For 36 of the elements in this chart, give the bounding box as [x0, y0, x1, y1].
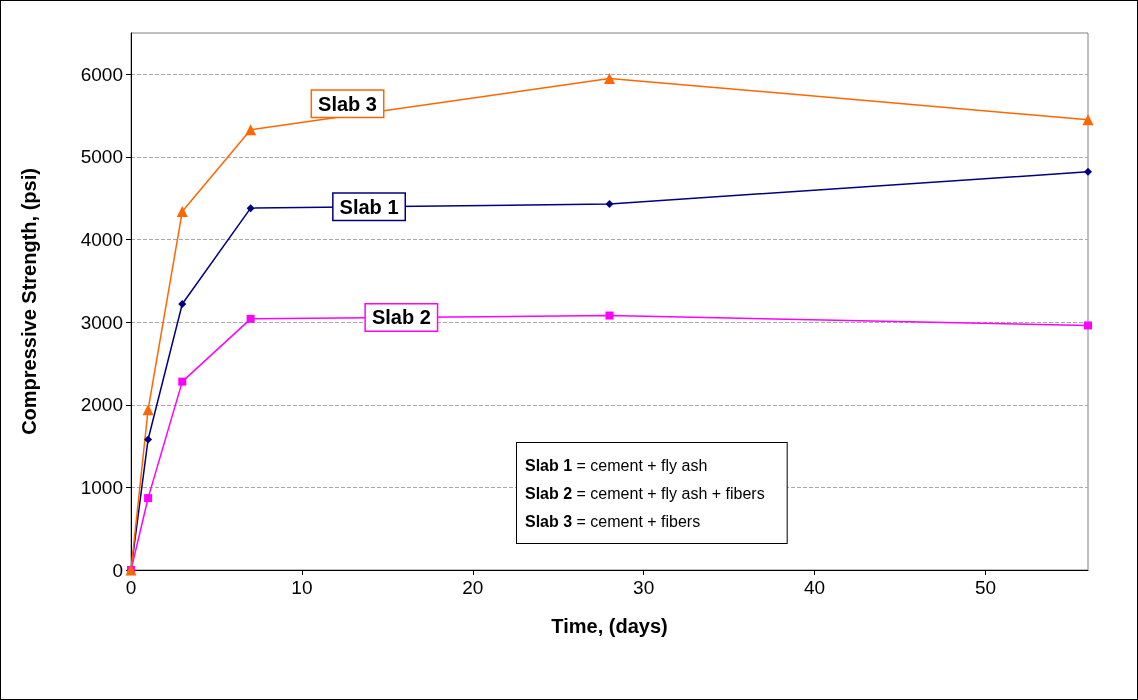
y-tick-label: 2000 [80, 394, 123, 416]
x-tick-label: 30 [633, 577, 655, 598]
x-tick-label: 10 [291, 577, 313, 598]
point [1084, 167, 1092, 176]
y-tick-label: 4000 [80, 229, 123, 251]
y-tick-label: 0 [112, 559, 123, 581]
y-axis-title: Compressive Strength, (psi) [18, 168, 40, 435]
point [178, 377, 187, 386]
point [1084, 321, 1092, 330]
x-tick-label: 50 [974, 577, 997, 598]
point [246, 204, 255, 213]
y-tick-label: 6000 [80, 63, 123, 85]
point [604, 72, 615, 84]
point [178, 299, 187, 308]
annotation: Slab 2 = cement + fly ash + fibers [525, 484, 765, 502]
series-label: Slab 2 [371, 306, 431, 329]
x-tick-label: 40 [804, 577, 826, 598]
y-tick-label: 1000 [80, 476, 123, 498]
annotation: Slab 3 = cement + fibers [525, 512, 701, 530]
point [144, 494, 153, 503]
x-axis-title: Time, (days) [551, 615, 668, 637]
x-tick-label: 20 [462, 577, 484, 598]
point [1082, 114, 1094, 126]
point [142, 404, 154, 416]
series-label: Slab 3 [318, 92, 377, 115]
point [246, 314, 255, 323]
annotation: Slab 1 = cement + fly ash [525, 456, 708, 474]
point [176, 205, 188, 217]
series-label: Slab 1 [339, 195, 399, 218]
point [605, 311, 614, 320]
point [605, 200, 614, 209]
y-tick-label: 3000 [80, 311, 123, 333]
point [245, 124, 257, 136]
point [144, 435, 153, 444]
y-tick-label: 5000 [80, 146, 123, 168]
x-tick-label: 0 [125, 577, 137, 598]
